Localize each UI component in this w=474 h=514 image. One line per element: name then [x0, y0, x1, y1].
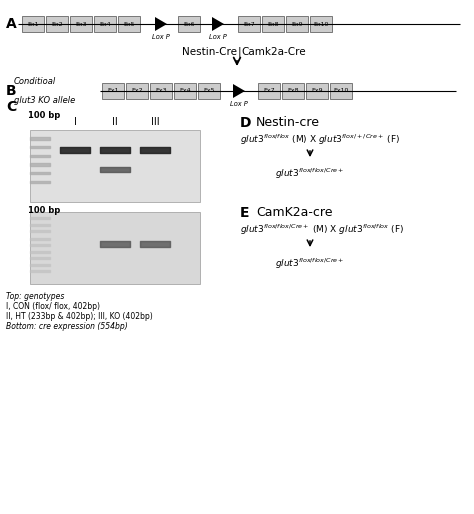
Bar — [102, 83, 124, 99]
Text: Ex8: Ex8 — [267, 22, 279, 27]
Text: Ex5: Ex5 — [123, 22, 135, 27]
Text: CamK2a-cre: CamK2a-cre — [256, 206, 332, 219]
Text: Ex8: Ex8 — [287, 88, 299, 94]
Text: D: D — [240, 116, 252, 130]
Text: Ex2: Ex2 — [131, 88, 143, 94]
Text: Bottom: cre expression (554bp): Bottom: cre expression (554bp) — [6, 322, 128, 331]
Bar — [306, 83, 328, 99]
Text: glut3 KO allele: glut3 KO allele — [14, 96, 75, 105]
Bar — [22, 16, 44, 32]
Text: Ex9: Ex9 — [311, 88, 323, 94]
Text: II, HT (233bp & 402bp); III, KO (402bp): II, HT (233bp & 402bp); III, KO (402bp) — [6, 312, 153, 321]
Text: $\mathit{glut3}^{\mathit{flox/flox/Cre+}}$ (M) X $\mathit{glut3}^{\mathit{flox/f: $\mathit{glut3}^{\mathit{flox/flox/Cre+}… — [240, 223, 404, 237]
Text: Ex7: Ex7 — [263, 88, 275, 94]
Bar — [118, 16, 140, 32]
Bar — [198, 83, 220, 99]
Text: Camk2a-Cre: Camk2a-Cre — [241, 47, 306, 57]
Text: Ex1: Ex1 — [107, 88, 119, 94]
Bar — [30, 212, 200, 284]
Text: Ex6: Ex6 — [183, 22, 195, 27]
Text: $\mathit{glut3}^{\mathit{flox/flox/Cre+}}$: $\mathit{glut3}^{\mathit{flox/flox/Cre+}… — [275, 167, 345, 181]
Text: I: I — [73, 117, 76, 127]
Text: Nestin-cre: Nestin-cre — [256, 116, 320, 129]
Text: E: E — [240, 206, 249, 220]
Text: B: B — [6, 84, 17, 98]
Text: Ex10: Ex10 — [333, 88, 349, 94]
Bar — [30, 130, 200, 202]
Text: III: III — [151, 117, 159, 127]
Text: Ex10: Ex10 — [313, 22, 328, 27]
Text: $\mathit{glut3}^{\mathit{flox/flox}}$ (M) X $\mathit{glut3}^{\mathit{flox/+/Cre+: $\mathit{glut3}^{\mathit{flox/flox}}$ (M… — [240, 133, 400, 147]
Text: |: | — [237, 47, 241, 57]
Text: Ex4: Ex4 — [179, 88, 191, 94]
Bar — [262, 16, 284, 32]
Polygon shape — [155, 17, 167, 31]
Text: II: II — [112, 117, 118, 127]
Text: Top: genotypes: Top: genotypes — [6, 292, 64, 301]
Bar — [126, 83, 148, 99]
Text: I, CON (flox/ flox, 402bp): I, CON (flox/ flox, 402bp) — [6, 302, 100, 311]
Text: Ex3: Ex3 — [75, 22, 87, 27]
Bar — [174, 83, 196, 99]
Bar — [258, 83, 280, 99]
Text: Ex2: Ex2 — [51, 22, 63, 27]
Text: Ex7: Ex7 — [243, 22, 255, 27]
Text: Ex1: Ex1 — [27, 22, 39, 27]
Text: $\mathit{glut3}^{\mathit{flox/flox/Cre+}}$: $\mathit{glut3}^{\mathit{flox/flox/Cre+}… — [275, 257, 345, 271]
Bar — [330, 83, 352, 99]
Bar — [178, 16, 200, 32]
Text: Ex4: Ex4 — [99, 22, 111, 27]
Bar — [70, 16, 92, 32]
Text: Lox P: Lox P — [152, 34, 170, 40]
Polygon shape — [212, 17, 224, 31]
Bar — [282, 83, 304, 99]
Polygon shape — [233, 84, 245, 98]
Text: 100 bp: 100 bp — [28, 111, 60, 120]
Text: Conditioal: Conditioal — [14, 77, 56, 86]
Text: Ex9: Ex9 — [291, 22, 303, 27]
Bar — [286, 16, 308, 32]
Bar — [310, 16, 332, 32]
Text: Ex5: Ex5 — [203, 88, 215, 94]
Text: Lox P: Lox P — [209, 34, 227, 40]
Bar — [46, 16, 68, 32]
Bar — [150, 83, 172, 99]
Text: Ex3: Ex3 — [155, 88, 167, 94]
Bar — [94, 16, 116, 32]
Text: C: C — [6, 100, 16, 114]
Text: Lox P: Lox P — [230, 101, 248, 107]
Text: Nestin-Cre: Nestin-Cre — [182, 47, 237, 57]
Text: 100 bp: 100 bp — [28, 206, 60, 215]
Text: A: A — [6, 17, 17, 31]
Bar — [238, 16, 260, 32]
